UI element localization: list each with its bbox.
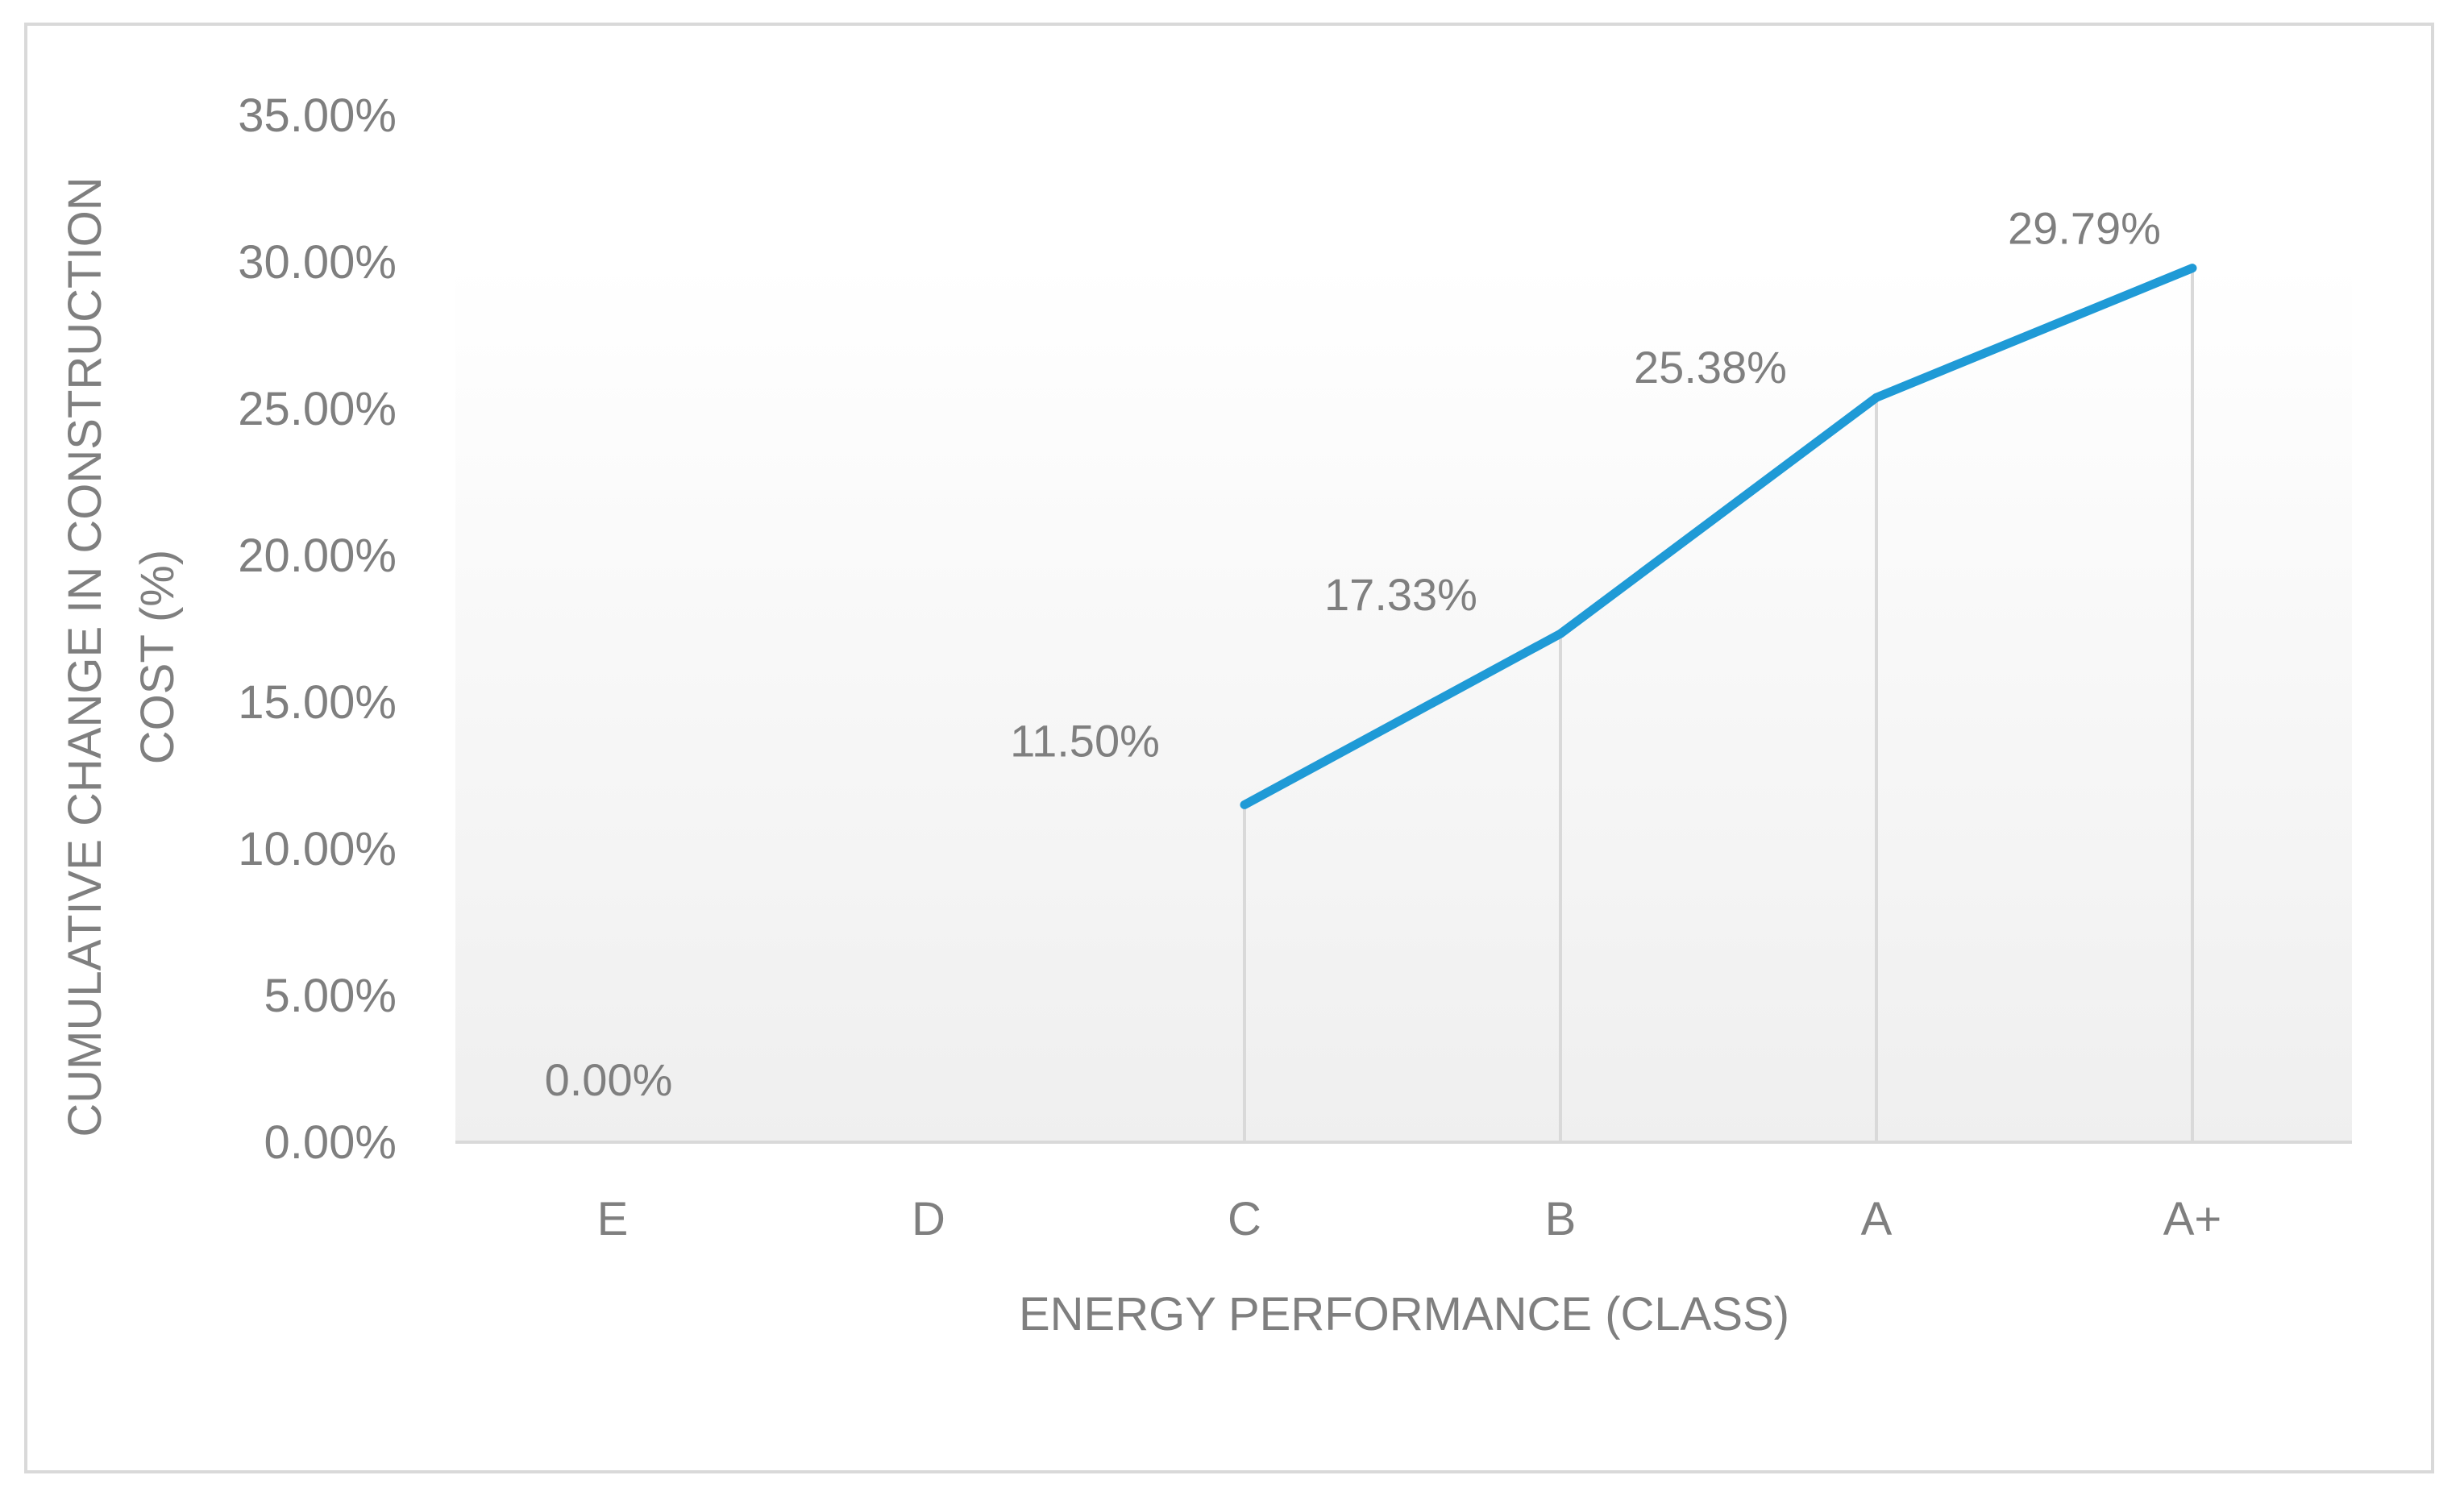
y-tick-label: 5.00% <box>264 970 397 1022</box>
y-tick-label: 25.00% <box>238 383 397 435</box>
plot-area-background <box>455 262 2352 1142</box>
x-tick-label: B <box>1545 1193 1577 1245</box>
x-axis-tick-labels: E D C B A A+ <box>597 1193 2222 1245</box>
x-axis-title: ENERGY PERFORMANCE (CLASS) <box>1019 1288 1789 1340</box>
y-axis-title: CUMULATIVE CHANGE IN CONSTRUCTION COST (%… <box>59 177 184 1137</box>
drop-lines <box>1243 268 2194 1142</box>
data-label: 25.38% <box>1634 342 1787 393</box>
data-labels: 0.00% 11.50% 17.33% 25.38% 29.79% <box>545 203 2161 1105</box>
y-tick-label: 35.00% <box>238 89 397 142</box>
y-axis-title-line: CUMULATIVE CHANGE IN CONSTRUCTION <box>59 177 111 1137</box>
data-label: 0.00% <box>545 1054 673 1105</box>
y-tick-label: 0.00% <box>264 1116 397 1169</box>
y-tick-label: 20.00% <box>238 530 397 582</box>
y-axis-title-line: COST (%) <box>131 550 184 764</box>
data-label: 17.33% <box>1324 569 1477 620</box>
data-label: 29.79% <box>2008 203 2161 254</box>
x-tick-label: C <box>1228 1193 1261 1245</box>
data-label: 11.50% <box>1010 715 1160 766</box>
x-tick-label: A <box>1861 1193 1893 1245</box>
y-axis-tick-labels: 0.00% 5.00% 10.00% 15.00% 20.00% 25.00% 30.00%… <box>238 89 397 1169</box>
x-tick-label: D <box>912 1193 945 1245</box>
y-tick-label: 15.00% <box>238 676 397 729</box>
series-line <box>1240 264 2197 809</box>
y-tick-label: 30.00% <box>238 236 397 289</box>
y-tick-label: 10.00% <box>238 823 397 875</box>
x-tick-label: E <box>597 1193 629 1245</box>
x-tick-label: A+ <box>2163 1193 2222 1245</box>
